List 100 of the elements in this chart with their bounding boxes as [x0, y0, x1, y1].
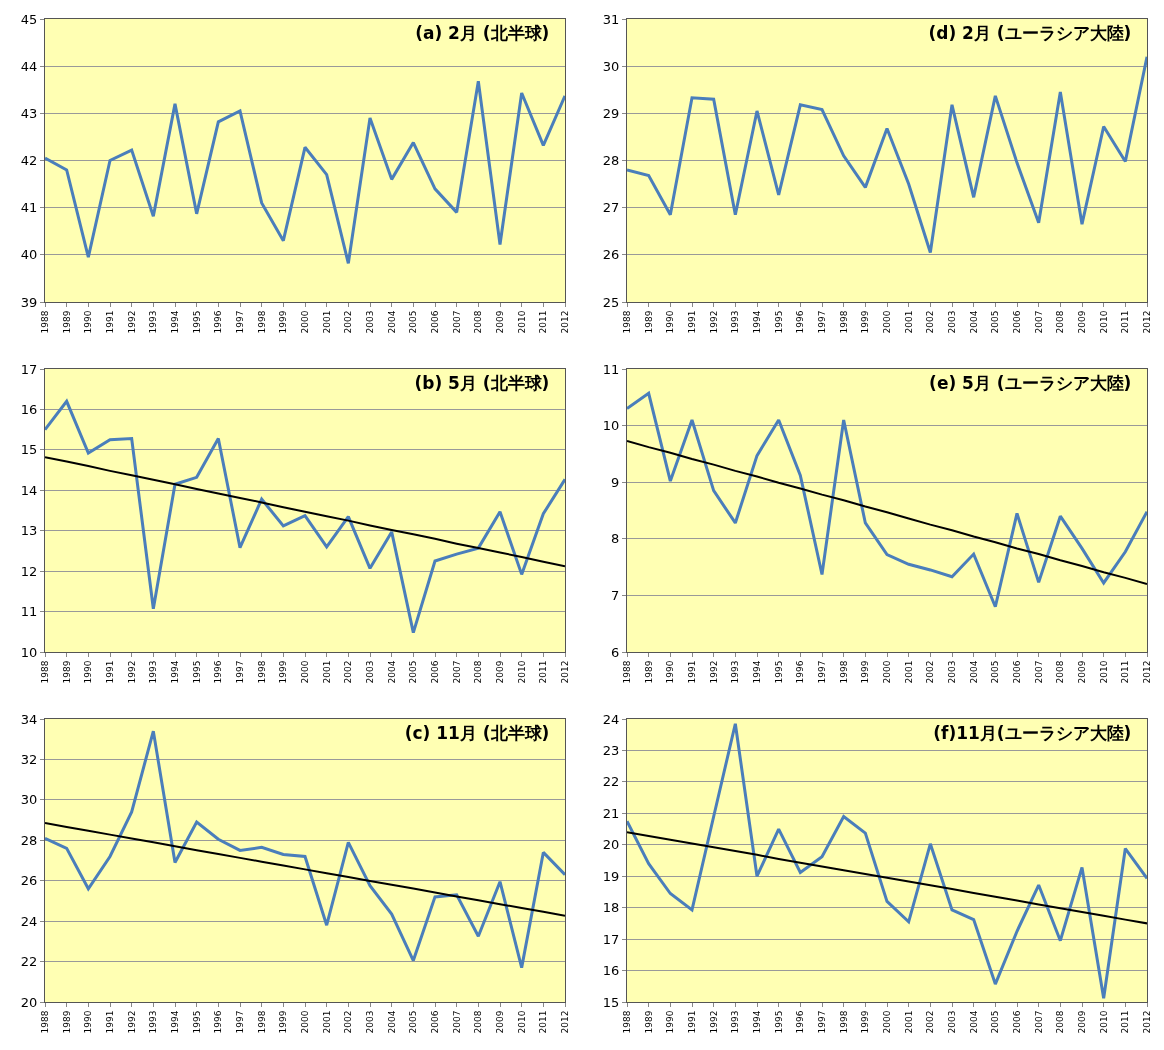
y-tick-label: 27 — [602, 200, 620, 216]
x-tick-label: 2002 — [925, 660, 936, 684]
y-tick-label: 18 — [602, 900, 620, 916]
x-tick-label: 1991 — [104, 1010, 115, 1034]
x-tick-label: 1993 — [730, 660, 741, 684]
x-tick-label: 1994 — [169, 1010, 180, 1034]
x-tick-label: 2004 — [968, 1010, 979, 1034]
x-tick-label: 2001 — [321, 1010, 332, 1034]
x-tick-label: 1990 — [83, 1010, 94, 1034]
x-tick-label: 2011 — [538, 310, 549, 334]
line-series — [627, 831, 1147, 925]
x-tick-label: 2002 — [343, 310, 354, 334]
y-tick-label: 22 — [602, 774, 620, 790]
x-tick-label: 2011 — [538, 1010, 549, 1034]
x-tick-label: 1999 — [278, 310, 289, 334]
x-tick-label: 2005 — [408, 1010, 419, 1034]
chart-title: (b) 5月 (北半球) — [414, 373, 550, 394]
y-tick-label: 12 — [20, 563, 38, 579]
x-tick-label: 1997 — [816, 310, 827, 334]
line-series — [45, 79, 565, 265]
x-tick-label: 2011 — [1120, 1010, 1131, 1034]
x-tick-label: 2007 — [451, 1010, 462, 1034]
y-tick-label: 23 — [602, 742, 620, 758]
line-series — [627, 722, 1147, 1000]
x-tick-label: 2000 — [881, 1010, 892, 1034]
y-tick-label: 26 — [20, 873, 38, 889]
x-tick-label: 1988 — [39, 1010, 50, 1034]
x-tick-label: 1989 — [61, 1010, 72, 1034]
x-tick-label: 1998 — [838, 1010, 849, 1034]
x-tick-label: 2007 — [1033, 1010, 1044, 1034]
x-tick-label: 1989 — [643, 660, 654, 684]
x-tick-label: 1997 — [816, 660, 827, 684]
x-tick-label: 2011 — [1120, 310, 1131, 334]
x-tick-label: 2001 — [903, 310, 914, 334]
x-tick-label: 1995 — [191, 660, 202, 684]
x-tick-label: 1992 — [708, 1010, 719, 1034]
y-tick-label: 10 — [602, 418, 620, 434]
x-tick-label: 2007 — [451, 310, 462, 334]
x-tick-label: 1997 — [816, 1010, 827, 1034]
x-tick-label: 1989 — [643, 1010, 654, 1034]
x-tick-label: 2012 — [559, 310, 570, 334]
y-tick-label: 16 — [602, 963, 620, 979]
x-tick-label: 1990 — [83, 660, 94, 684]
x-tick-label: 1995 — [191, 310, 202, 334]
x-tick-label: 2001 — [321, 660, 332, 684]
x-tick-label: 1992 — [708, 310, 719, 334]
x-tick-label: 1993 — [148, 1010, 159, 1034]
x-tick-label: 2009 — [494, 1010, 505, 1034]
y-tick-label: 26 — [602, 247, 620, 263]
x-tick-label: 1998 — [256, 660, 267, 684]
chart-title: (d) 2月 (ユーラシア大陸) — [928, 23, 1132, 44]
x-tick-label: 2011 — [1120, 660, 1131, 684]
x-tick-label: 2003 — [946, 1010, 957, 1034]
x-tick-label: 2000 — [881, 310, 892, 334]
chart-title: (a) 2月 (北半球) — [415, 23, 550, 44]
x-tick-label: 1990 — [83, 310, 94, 334]
line-series — [627, 439, 1147, 586]
x-tick-label: 2005 — [990, 660, 1001, 684]
x-tick-label: 1999 — [860, 1010, 871, 1034]
x-tick-label: 1995 — [773, 660, 784, 684]
y-tick-label: 15 — [602, 994, 620, 1010]
x-tick-label: 2012 — [1141, 1010, 1152, 1034]
x-tick-label: 1996 — [795, 310, 806, 334]
x-tick-label: 1993 — [148, 660, 159, 684]
y-tick-label: 21 — [602, 805, 620, 821]
y-tick-label: 45 — [20, 11, 38, 27]
x-tick-label: 1991 — [104, 660, 115, 684]
x-tick-label: 2004 — [968, 310, 979, 334]
y-tick-label: 13 — [20, 523, 38, 539]
x-tick-label: 2003 — [946, 310, 957, 334]
x-tick-label: 2008 — [1055, 1010, 1066, 1034]
x-tick-label: 2000 — [299, 310, 310, 334]
y-tick-label: 34 — [20, 711, 38, 727]
y-tick-label: 11 — [602, 361, 620, 377]
y-tick-label: 19 — [602, 868, 620, 884]
x-tick-label: 1990 — [665, 310, 676, 334]
x-tick-label: 2009 — [1076, 310, 1087, 334]
x-tick-label: 2010 — [1098, 660, 1109, 684]
x-tick-label: 1996 — [213, 660, 224, 684]
chart-title: (f)11月(ユーラシア大陸) — [933, 723, 1132, 744]
y-tick-label: 32 — [20, 751, 38, 767]
x-tick-label: 1999 — [278, 1010, 289, 1034]
line-series — [627, 55, 1147, 254]
x-tick-label: 1991 — [686, 660, 697, 684]
y-tick-label: 30 — [20, 792, 38, 808]
x-tick-label: 1997 — [234, 1010, 245, 1034]
x-tick-label: 2006 — [429, 1010, 440, 1034]
y-tick-label: 22 — [20, 954, 38, 970]
x-tick-label: 2002 — [925, 310, 936, 334]
y-tick-label: 17 — [20, 361, 38, 377]
x-tick-label: 2005 — [408, 660, 419, 684]
x-tick-label: 1998 — [256, 1010, 267, 1034]
x-tick-label: 1988 — [621, 660, 632, 684]
y-tick-label: 29 — [602, 105, 620, 121]
x-tick-label: 2000 — [881, 660, 892, 684]
x-tick-label: 1991 — [104, 310, 115, 334]
x-tick-label: 1988 — [621, 1010, 632, 1034]
y-tick-label: 25 — [602, 294, 620, 310]
x-tick-label: 2009 — [494, 310, 505, 334]
x-tick-label: 2003 — [364, 310, 375, 334]
